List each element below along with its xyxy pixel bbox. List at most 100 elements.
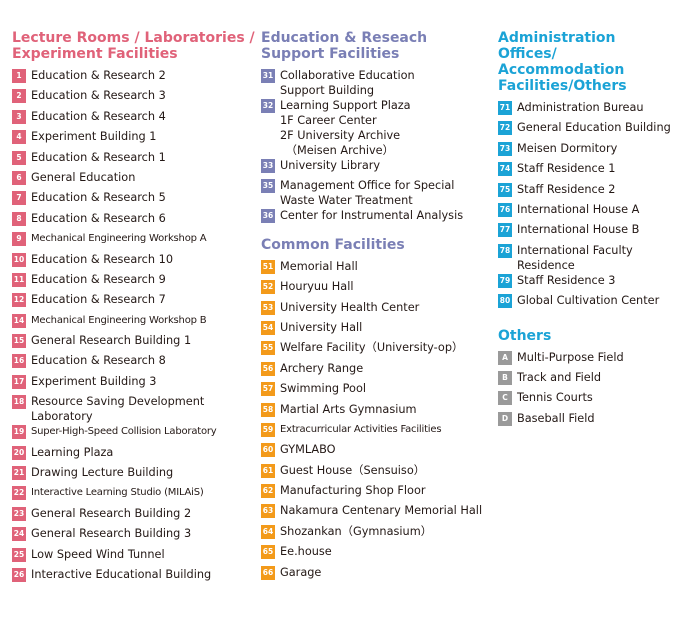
facility-number-badge: 62	[261, 484, 275, 499]
support-item: 35 Management Office for Special Waste Wa…	[261, 178, 493, 208]
support-list: 31 Collaborative Education Support Buildi…	[261, 68, 493, 229]
admin-item: 73 Meisen Dormitory	[498, 141, 678, 161]
facility-number-badge: 15	[12, 334, 26, 349]
admin-list: 71 Administration Bureau 72 General Educati…	[498, 100, 678, 314]
lecture-item: 6 General Education	[12, 170, 257, 190]
facility-name: Mechanical Engineering Workshop B	[31, 314, 207, 326]
lecture-item: 18 Resource Saving Development Laboratory	[12, 394, 257, 424]
facility-name: Education & Research 4	[31, 109, 166, 123]
facility-name: Shozankan（Gymnasium）	[280, 524, 432, 538]
facility-name: Interactive Educational Building	[31, 567, 212, 581]
facility-number-badge: C	[498, 391, 512, 406]
lecture-item: 14 Mechanical Engineering Workshop B	[12, 313, 257, 333]
lecture-item: 21 Drawing Lecture Building	[12, 465, 257, 485]
facility-number-badge: 53	[261, 300, 275, 315]
facility-name: Houryuu Hall	[280, 280, 354, 294]
facility-name: Administration Bureau	[517, 101, 644, 114]
lecture-item: 3 Education & Research 4	[12, 109, 257, 129]
facility-name: International House B	[517, 223, 640, 237]
admin-item: 75 Staff Residence 2	[498, 182, 678, 202]
facility-number-badge: 26	[12, 567, 26, 582]
facility-name: Extracurricular Activities Facilities	[280, 423, 442, 435]
facility-number-badge: 61	[261, 463, 275, 478]
facility-name: Track and Field	[517, 370, 602, 384]
facility-name: Experiment Building 1	[31, 130, 157, 144]
facility-name: Education & Research 7	[31, 293, 166, 307]
facility-name: University Hall	[280, 320, 363, 334]
facility-name: Interactive Learning Studio (MILAiS)	[31, 487, 204, 499]
support-heading: Education & Reseach Support Facilities	[261, 30, 428, 62]
admin-item: 77 International House B	[498, 222, 678, 242]
facility-name: Super-High-Speed Collision Laboratory	[31, 426, 217, 438]
facility-name: Education & Research 1	[31, 150, 166, 164]
lecture-item: 25 Low Speed Wind Tunnel	[12, 547, 257, 567]
facility-number-badge: 14	[12, 313, 26, 328]
common-item: 63 Nakamura Centenary Memorial Hall	[261, 503, 493, 523]
common-item: 56 Archery Range	[261, 361, 493, 381]
facility-name: General Education	[31, 170, 136, 184]
admin-item: 79 Staff Residence 3	[498, 273, 678, 293]
lecture-item: 17 Experiment Building 3	[12, 374, 257, 394]
facility-number-badge: 80	[498, 294, 512, 309]
facility-name: Meisen Dormitory	[517, 141, 618, 155]
facility-number-badge: 23	[12, 506, 26, 521]
facility-number-badge: 77	[498, 223, 512, 238]
lecture-heading: Lecture Rooms / Laboratories / Experimen…	[12, 30, 255, 62]
facility-number-badge: 79	[498, 273, 512, 288]
facility-name: Baseball Field	[517, 411, 595, 425]
common-item: 59 Extracurricular Activities Facilities	[261, 422, 493, 442]
common-item: 60 GYMLABO	[261, 442, 493, 462]
facility-number-badge: 60	[261, 443, 275, 458]
facility-number-badge: 51	[261, 259, 275, 274]
facility-number-badge: 10	[12, 252, 26, 267]
facility-name: Swimming Pool	[280, 382, 366, 396]
facility-name: Collaborative Education Support Building	[280, 69, 415, 97]
facility-name: Manufacturing Shop Floor	[280, 484, 426, 498]
facility-number-badge: 54	[261, 320, 275, 335]
facility-name: Education & Research 6	[31, 211, 166, 225]
facility-name: General Education Building	[517, 121, 671, 135]
lecture-column: Lecture Rooms / Laboratories / Experimen…	[12, 30, 257, 587]
lecture-item: 24 General Research Building 3	[12, 526, 257, 546]
facility-number-badge: 16	[12, 354, 26, 369]
admin-heading: Administration Offices/ Accommodation Fa…	[498, 30, 627, 94]
facility-number-badge: 22	[12, 486, 26, 501]
facility-name: Ee.house	[280, 545, 332, 559]
lecture-item: 12 Education & Research 7	[12, 292, 257, 312]
facility-name: Management Office for Special Waste Wate…	[280, 179, 455, 208]
facility-name: Memorial Hall	[280, 259, 358, 273]
facility-number-badge: 2	[12, 89, 26, 104]
others-item: B Track and Field	[498, 370, 678, 390]
common-item: 61 Guest House（Sensuiso）	[261, 463, 493, 483]
facility-name: General Research Building 3	[31, 527, 192, 541]
lecture-item: 5 Education & Research 1	[12, 150, 257, 170]
facility-name: Nakamura Centenary Memorial Hall	[280, 504, 483, 518]
common-item: 57 Swimming Pool	[261, 381, 493, 401]
facility-number-badge: 64	[261, 524, 275, 539]
lecture-item: 23 General Research Building 2	[12, 506, 257, 526]
facility-name: University Library	[280, 159, 381, 172]
facility-name: General Research Building 2	[31, 506, 192, 520]
lecture-item: 7 Education & Research 5	[12, 190, 257, 210]
facility-name: Experiment Building 3	[31, 374, 157, 388]
common-item: 64 Shozankan（Gymnasium）	[261, 524, 493, 544]
facility-name: Martial Arts Gymnasium	[280, 402, 417, 416]
others-heading: Others	[498, 327, 552, 344]
facility-number-badge: 76	[498, 202, 512, 217]
lecture-item: 1 Education & Research 2	[12, 68, 257, 88]
facility-name: University Health Center	[280, 300, 420, 314]
facility-number-badge: 21	[12, 466, 26, 481]
facility-number-badge: 63	[261, 504, 275, 519]
facility-number-badge: 31	[261, 69, 275, 83]
lecture-item: 20 Learning Plaza	[12, 445, 257, 465]
facility-number-badge: 65	[261, 545, 275, 560]
facility-number-badge: 55	[261, 341, 275, 356]
facility-name: Education & Research 8	[31, 354, 166, 368]
facility-number-badge: 74	[498, 162, 512, 177]
common-item: 53 University Health Center	[261, 300, 493, 320]
facility-name: Learning Support Plaza 1F Career Center …	[280, 99, 411, 157]
facility-name: Staff Residence 2	[517, 182, 616, 196]
lecture-item: 10 Education & Research 10	[12, 252, 257, 272]
facility-number-badge: 75	[498, 182, 512, 197]
common-list: 51 Memorial Hall 52 Houryuu Hall 53 Universit…	[261, 259, 493, 585]
